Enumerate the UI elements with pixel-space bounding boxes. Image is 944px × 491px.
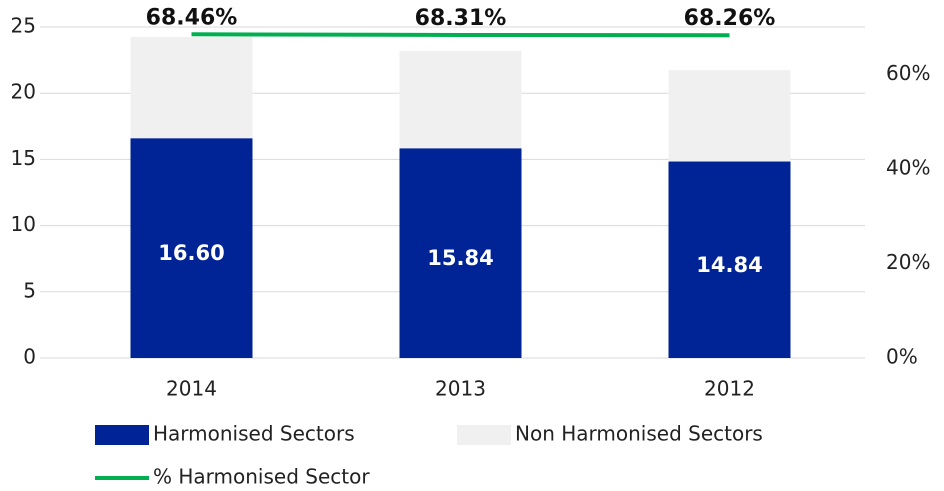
bar-segment: [130, 138, 253, 358]
legend-label: Harmonised Sectors: [153, 422, 355, 446]
y-tick-label: 10: [11, 212, 36, 236]
y-tick-label: 0: [23, 345, 36, 369]
line-value-label: 68.46%: [146, 5, 238, 30]
y-tick-label: 15: [11, 146, 36, 170]
bar-value-label: 15.84: [427, 246, 493, 270]
line-series: [191, 32, 730, 38]
bar-value-label: 16.60: [158, 241, 224, 265]
y2-tick-label: 20%: [886, 250, 930, 274]
line-value-label: 68.26%: [684, 6, 776, 31]
legend-label: % Harmonised Sector: [153, 465, 370, 489]
bar-value-label: 14.84: [696, 253, 762, 277]
y-tick-label: 20: [11, 80, 36, 104]
legend-label: Non Harmonised Sectors: [515, 422, 763, 446]
bar-segment: [668, 161, 791, 358]
y2-tick-label: 0%: [886, 345, 918, 369]
y-tick-label: 25: [11, 14, 36, 38]
x-tick-label: 2012: [704, 377, 755, 401]
bar-segment: [130, 36, 253, 139]
line-value-label: 68.31%: [415, 6, 507, 31]
bar-segment: [399, 50, 522, 149]
legend-swatch: [457, 425, 511, 445]
x-tick-label: 2013: [435, 377, 486, 401]
x-tick-label: 2014: [166, 377, 217, 401]
y2-tick-label: 60%: [886, 61, 930, 85]
bar-segment: [399, 148, 522, 358]
legend-swatch: [95, 425, 149, 445]
y-tick-label: 5: [23, 278, 36, 302]
y2-tick-label: 40%: [886, 155, 930, 179]
bar-segment: [668, 70, 791, 162]
